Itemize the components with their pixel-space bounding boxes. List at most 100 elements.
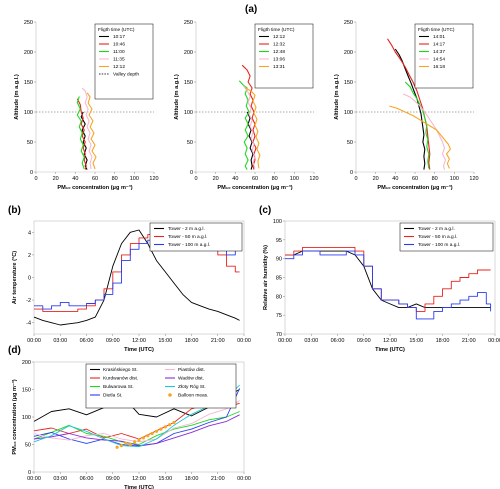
x-tick-label: 00:00 <box>27 338 41 344</box>
x-tick-label: 00:00 <box>278 338 292 344</box>
x-tick-label: 18:00 <box>185 338 199 344</box>
legend-entry-label: 14:37 <box>433 49 445 55</box>
x-tick-label: 100 <box>290 176 299 182</box>
legend-entry-label: Kurdwanów dist. <box>103 376 138 382</box>
legend-entry-label: Valley depth <box>113 72 139 78</box>
y-tick-label: -4 <box>26 321 31 327</box>
legend-entry-label: Tower - 100 m a.g.l. <box>418 242 460 248</box>
legend-entry-label: 10:17 <box>113 34 125 40</box>
chart-6: 0 50 100 150 200 00:00 03:00 06:00 09:00 12:00 15:… <box>11 360 251 489</box>
y-tick-label: 100 <box>344 110 353 116</box>
x-tick-label: 03:00 <box>304 338 318 344</box>
y-tick-label: 200 <box>22 360 31 366</box>
legend-entry-label: 12:12 <box>113 64 125 70</box>
x-axis-label: Time (UTC) <box>375 347 405 353</box>
y-axis-label: PM₁₀ concentration (μg m⁻³) <box>11 379 18 454</box>
y-tick-label: 50 <box>187 140 193 146</box>
series-line <box>394 48 426 170</box>
series-line <box>246 111 254 170</box>
y-tick-label: 75 <box>276 313 282 319</box>
series-point <box>154 429 159 433</box>
series-line <box>387 38 431 170</box>
chart-3: 0 50 100 150 200 250 0 20 40 60 80 100 120 PM₁₀ conce… <box>334 20 479 191</box>
legend-entry-label: 12:12 <box>273 34 285 40</box>
legend-entry-label: 13:06 <box>273 57 285 63</box>
y-tick-label: 80 <box>276 294 282 300</box>
legend-entry-label: Tower - 50 m a.g.l. <box>418 234 457 240</box>
series-line <box>389 105 451 169</box>
series-point <box>172 420 176 425</box>
legend-entry-label: Dietla St. <box>103 393 122 399</box>
x-tick-label: 09:00 <box>106 338 120 344</box>
x-tick-label: 60 <box>92 176 98 182</box>
series-line <box>404 81 430 169</box>
y-tick-label: 200 <box>184 50 193 56</box>
y-tick-label: -2 <box>26 298 31 304</box>
legend-entry-label: Krasińskiego St. <box>103 367 138 373</box>
series-point <box>159 427 163 431</box>
y-tick-label: 250 <box>24 20 33 26</box>
y-tick-label: 100 <box>24 110 33 116</box>
series-line <box>81 87 93 170</box>
x-tick-label: 80 <box>272 176 278 182</box>
chart-2: 0 50 100 150 200 250 0 20 40 60 80 100 120 PM₁₀ conce… <box>174 20 319 191</box>
series-line <box>76 96 85 170</box>
series-line <box>33 388 241 447</box>
x-tick-label: 0 <box>34 176 37 182</box>
x-tick-label: 40 <box>232 176 238 182</box>
x-tick-label: 00:00 <box>488 338 500 344</box>
y-tick-label: 50 <box>25 443 31 449</box>
chart-5: 70 75 80 85 90 95 100 00:00 03:00 06:00 09:00 12:00… <box>263 219 500 353</box>
y-axis-label: Altitude (m a.g.l.) <box>174 74 180 120</box>
x-tick-label: 15:00 <box>409 338 423 344</box>
legend: Krasińskiego St. Kurdwanów dist. Bulwarowa… <box>85 363 237 409</box>
series-point <box>133 440 137 444</box>
legend-entry-label: 14:17 <box>433 42 445 48</box>
series-line <box>76 98 87 170</box>
x-tick-label: 20 <box>53 176 59 182</box>
legend-entry-label: Wadów dist. <box>178 376 204 382</box>
legend: Tower - 2 m a.g.l. Tower - 50 m a.g.l. Tow… <box>149 222 243 252</box>
y-tick-label: 100 <box>22 415 31 421</box>
x-tick-label: 00:00 <box>237 476 251 482</box>
series-point <box>146 434 150 438</box>
panel-letter-b: (b) <box>8 205 21 216</box>
series-line <box>33 411 240 445</box>
y-tick-label: 200 <box>24 50 33 56</box>
x-tick-label: 60 <box>252 176 258 182</box>
legend-entry-label: Tower - 2 m a.g.l. <box>418 226 455 232</box>
legend-entry-label: Balloon meas. <box>178 393 208 399</box>
series-point <box>137 438 141 442</box>
x-tick-label: 20 <box>373 176 379 182</box>
x-tick-label: 20 <box>213 176 219 182</box>
x-tick-label: 60 <box>412 176 418 182</box>
x-tick-label: 18:00 <box>185 476 199 482</box>
x-tick-label: 21:00 <box>462 338 476 344</box>
chart-1: 0 50 100 150 200 250 0 20 40 60 80 100 120 PM₁₀ conce… <box>14 20 159 191</box>
panel-letter-a: (a) <box>245 4 257 15</box>
y-tick-label: 2 <box>28 253 31 259</box>
chart-4: -4 -2 0 2 4 00:00 03:00 06:00 09:00 12:00 15:00 18:… <box>12 220 251 353</box>
x-axis-label: PM₁₀ concentration (μg m⁻³) <box>57 184 132 191</box>
y-tick-label: 0 <box>28 470 31 476</box>
x-tick-label: 40 <box>72 176 78 182</box>
y-tick-label: 150 <box>22 388 31 394</box>
y-axis-label: Altitude (m a.g.l.) <box>334 74 340 120</box>
x-tick-label: 120 <box>149 176 158 182</box>
y-axis-label: Altitude (m a.g.l.) <box>14 74 20 120</box>
x-tick-label: 06:00 <box>80 338 94 344</box>
x-tick-label: 12:00 <box>383 338 397 344</box>
y-tick-label: 50 <box>347 140 353 146</box>
series-line <box>33 400 240 443</box>
x-tick-label: 120 <box>469 176 478 182</box>
x-tick-label: 15:00 <box>158 338 172 344</box>
legend-entry-label: 11:00 <box>113 49 125 55</box>
legend-entry-label: 11:35 <box>113 57 125 63</box>
y-tick-label: 95 <box>276 238 282 244</box>
x-tick-label: 12:00 <box>132 338 146 344</box>
series-point <box>150 431 154 436</box>
